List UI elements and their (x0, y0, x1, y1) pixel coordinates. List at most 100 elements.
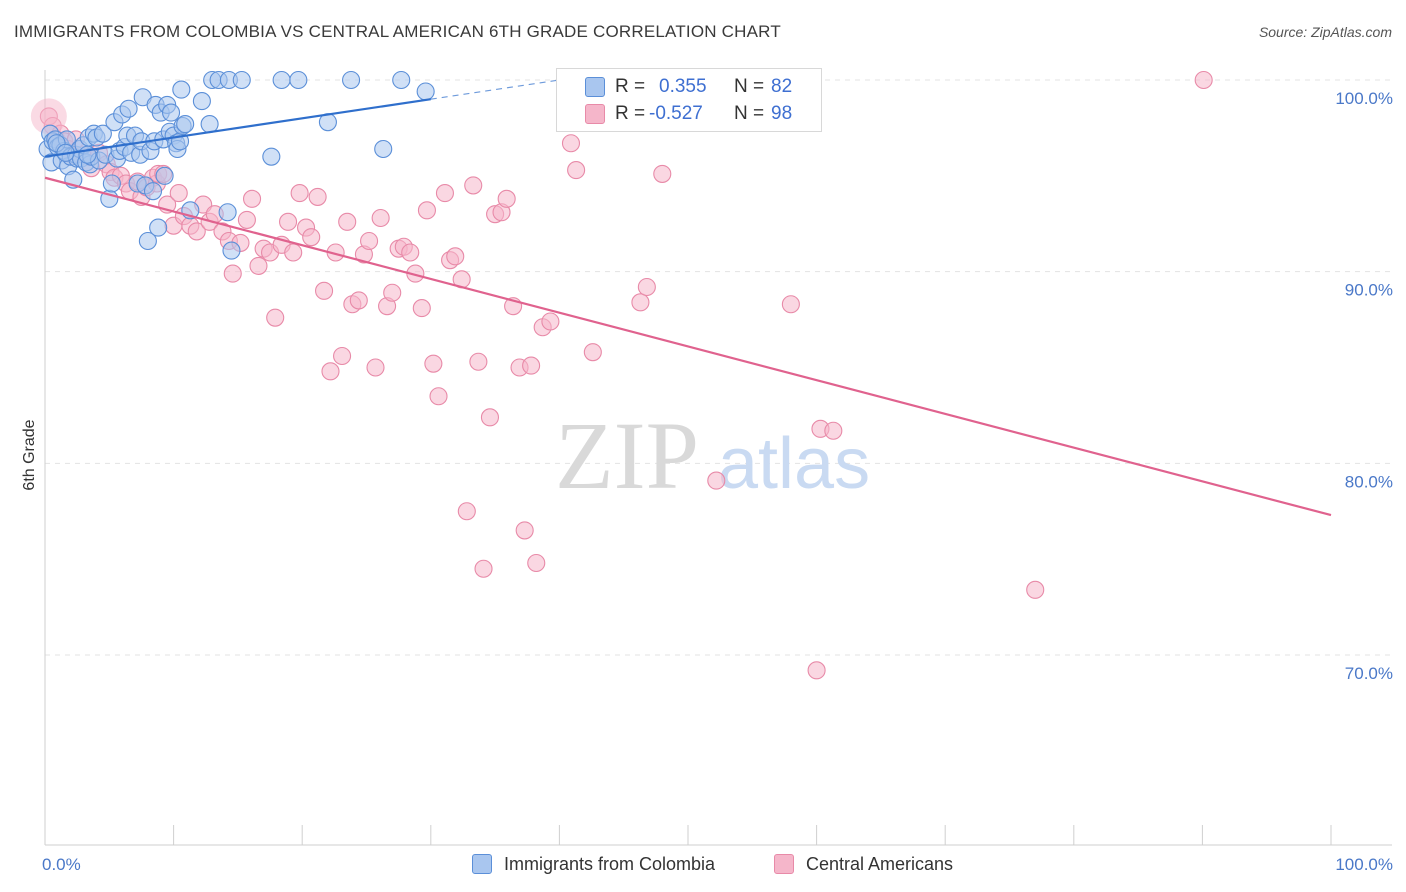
colombia-point (138, 231, 157, 251)
central-americans-point (242, 189, 262, 208)
colombia-point (392, 70, 411, 90)
central-americans-point (464, 176, 483, 195)
central-americans-point (637, 277, 656, 297)
colombia-point (289, 70, 308, 90)
colombia-point (143, 182, 163, 201)
colombia-point (200, 115, 219, 134)
legend-n-label: N = (734, 76, 765, 97)
tick-labels: 70.0% 80.0% 90.0% 100.0% 0.0% 100.0% (42, 89, 1393, 874)
colombia-point (374, 139, 393, 159)
central-americans-point (429, 387, 448, 406)
central-americans-point (290, 184, 309, 203)
central-americans-point (824, 421, 843, 440)
central-americans-point (366, 358, 385, 377)
legend-n-label: N = (734, 103, 765, 124)
colombia-point (272, 70, 291, 90)
y-tick-label: 100.0% (1335, 89, 1393, 108)
central-americans-point (187, 222, 206, 241)
legend-row-central: R = -0.527 N = 98 (557, 101, 821, 127)
central-americans-point (308, 187, 327, 206)
central-americans-point (1194, 70, 1213, 90)
legend-swatch-blue (585, 77, 605, 97)
central-americans-trend-line (44, 176, 1332, 517)
central-americans-point (480, 408, 500, 427)
central-americans-point (653, 164, 672, 183)
legend-r-label: R = (615, 76, 646, 97)
central-americans-point (223, 264, 242, 283)
chart-title: IMMIGRANTS FROM COLOMBIA VS CENTRAL AMER… (14, 22, 781, 41)
gridlines (45, 79, 1392, 656)
bottom-legend-colombia: Immigrants from Colombia (472, 850, 715, 878)
colombia-point (342, 70, 361, 90)
central-americans-point (631, 293, 650, 312)
central-americans-point (567, 161, 586, 180)
central-americans-point (349, 291, 368, 310)
colombia-point (262, 147, 281, 166)
colombia-point (192, 92, 211, 111)
x-tick-label: 100.0% (1335, 855, 1393, 874)
central-americans-point (302, 228, 321, 247)
central-americans-point (457, 502, 476, 521)
colombia-point (176, 115, 195, 134)
central-americans-points (30, 70, 1213, 680)
legend-r-value: -0.527 (649, 103, 703, 124)
legend-n-value: 82 (771, 76, 793, 97)
central-americans-point (333, 346, 352, 366)
bottom-legend-swatch-blue (472, 854, 492, 874)
y-axis-title: 6th Grade (21, 419, 38, 490)
legend-r-label: R = (615, 103, 646, 124)
central-americans-point (417, 201, 436, 220)
central-americans-point (497, 189, 516, 208)
central-americans-point (338, 212, 357, 231)
central-americans-point (469, 352, 488, 371)
central-americans-point (279, 212, 298, 231)
central-americans-point (237, 210, 256, 229)
central-americans-point (781, 295, 800, 314)
central-americans-point (266, 308, 285, 327)
colombia-point (102, 174, 121, 193)
bottom-legend-central: Central Americans (774, 850, 953, 878)
central-americans-point (360, 231, 379, 251)
legend: R = 0.355 N = 82 R = -0.527 N = 98 (556, 68, 822, 132)
central-americans-point (30, 98, 67, 135)
central-americans-point (249, 256, 268, 275)
bottom-legend-label: Central Americans (806, 853, 954, 874)
source-label: Source: ZipAtlas.com (1258, 24, 1392, 40)
colombia-points (38, 70, 435, 260)
colombia-point (149, 218, 168, 237)
colombia-point (93, 124, 112, 143)
central-americans-point (412, 299, 431, 318)
central-americans-point (169, 184, 188, 203)
watermark-zip: ZIP (555, 402, 699, 509)
colombia-point (232, 70, 251, 90)
colombia-point (218, 203, 237, 222)
central-americans-point (315, 281, 334, 300)
central-americans-point (424, 354, 443, 373)
central-americans-point (321, 362, 340, 381)
central-americans-point (522, 356, 541, 375)
central-americans-point (807, 661, 826, 680)
central-americans-point (284, 243, 303, 262)
axes (44, 70, 1392, 846)
central-americans-point (1026, 580, 1045, 599)
central-americans-point (561, 134, 581, 153)
colombia-point (416, 82, 435, 101)
trend-lines (44, 79, 1332, 517)
colombia-point (161, 103, 181, 122)
central-americans-point (583, 343, 602, 362)
colombia-point (119, 99, 138, 118)
legend-n-value: 98 (771, 103, 793, 124)
bottom-legend-label: Immigrants from Colombia (504, 853, 716, 874)
central-americans-point (371, 208, 390, 228)
colombia-point (222, 241, 241, 260)
colombia-trend-line (44, 98, 431, 158)
central-americans-point (515, 521, 534, 540)
y-tick-label: 80.0% (1345, 472, 1393, 491)
colombia-point (155, 166, 174, 185)
central-americans-point (707, 471, 726, 490)
bottom-legend-swatch-pink (774, 854, 794, 874)
y-tick-label: 70.0% (1345, 664, 1393, 683)
legend-row-colombia: R = 0.355 N = 82 (557, 74, 821, 100)
central-americans-point (541, 312, 560, 331)
colombia-trend-extension (430, 79, 560, 100)
